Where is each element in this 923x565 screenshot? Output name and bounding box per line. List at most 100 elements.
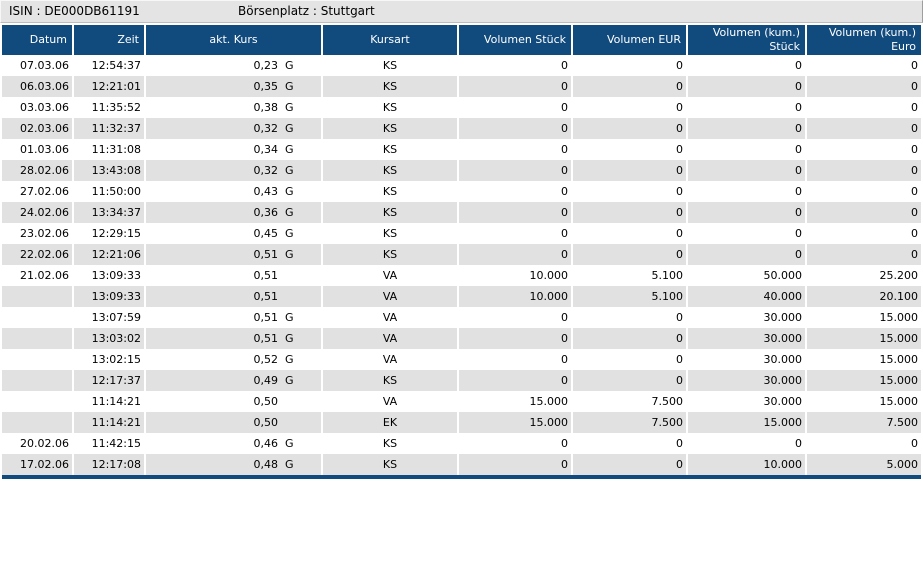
cell-akt-kurs: 0,32 G (146, 160, 321, 181)
cell-volumen-eur: 0 (573, 97, 686, 118)
cell-volumen-eur: 0 (573, 244, 686, 265)
cell-kursart: KS (323, 76, 457, 97)
table-row: 13:03:02 0,51 G VA 0 0 30.000 15.000 (0, 328, 923, 349)
cell-zeit: 12:17:37 (74, 370, 144, 391)
table-row: 17.02.06 12:17:08 0,48 G KS 0 0 10.000 5.… (0, 454, 923, 475)
cell-akt-kurs: 0,51 (146, 286, 321, 307)
cell-datum: 23.02.06 (2, 223, 72, 244)
cell-akt-kurs: 0,38 G (146, 97, 321, 118)
cell-volumen-stueck: 0 (459, 244, 571, 265)
column-header-volumen-stueck: Volumen Stück (459, 25, 571, 55)
cell-zeit: 11:31:08 (74, 139, 144, 160)
cell-datum: 24.02.06 (2, 202, 72, 223)
cell-akt-kurs: 0,23 G (146, 55, 321, 76)
cell-akt-kurs: 0,46 G (146, 433, 321, 454)
table-body: 07.03.06 12:54:37 0,23 G KS 0 0 0 0 06.03… (0, 55, 923, 475)
cell-kursart: VA (323, 286, 457, 307)
cell-zeit: 13:09:33 (74, 286, 144, 307)
cell-datum (2, 412, 72, 433)
cell-zeit: 11:32:37 (74, 118, 144, 139)
cell-kursart: KS (323, 244, 457, 265)
cell-kursart: KS (323, 454, 457, 475)
cell-kursart: KS (323, 160, 457, 181)
cell-akt-kurs: 0,45 G (146, 223, 321, 244)
cell-volumen-kum-stueck: 0 (688, 244, 805, 265)
cell-volumen-eur: 0 (573, 223, 686, 244)
cell-volumen-stueck: 0 (459, 160, 571, 181)
cell-datum: 27.02.06 (2, 181, 72, 202)
cell-volumen-kum-euro: 0 (807, 223, 921, 244)
cell-volumen-eur: 7.500 (573, 391, 686, 412)
cell-zeit: 11:50:00 (74, 181, 144, 202)
cell-datum (2, 349, 72, 370)
cell-volumen-kum-stueck: 0 (688, 433, 805, 454)
cell-zeit: 12:21:01 (74, 76, 144, 97)
cell-volumen-kum-stueck: 0 (688, 139, 805, 160)
cell-volumen-kum-euro: 25.200 (807, 265, 921, 286)
cell-datum: 02.03.06 (2, 118, 72, 139)
column-header-volumen-kum-euro: Volumen (kum.) Euro (807, 25, 921, 55)
cell-volumen-eur: 0 (573, 55, 686, 76)
cell-volumen-eur: 0 (573, 433, 686, 454)
cell-volumen-kum-stueck: 0 (688, 76, 805, 97)
cell-volumen-stueck: 10.000 (459, 265, 571, 286)
cell-volumen-stueck: 0 (459, 55, 571, 76)
cell-volumen-stueck: 0 (459, 76, 571, 97)
table-row: 13:09:33 0,51 VA 10.000 5.100 40.000 20.… (0, 286, 923, 307)
cell-volumen-kum-euro: 15.000 (807, 349, 921, 370)
cell-zeit: 11:14:21 (74, 412, 144, 433)
cell-volumen-stueck: 0 (459, 349, 571, 370)
info-bar: ISIN : DE000DB61191 Börsenplatz : Stuttg… (0, 0, 923, 23)
table-row: 12:17:37 0,49 G KS 0 0 30.000 15.000 (0, 370, 923, 391)
cell-volumen-stueck: 0 (459, 328, 571, 349)
cell-volumen-kum-stueck: 30.000 (688, 391, 805, 412)
cell-zeit: 11:35:52 (74, 97, 144, 118)
column-header-kursart: Kursart (323, 25, 457, 55)
cell-datum: 20.02.06 (2, 433, 72, 454)
cell-volumen-eur: 0 (573, 454, 686, 475)
cell-volumen-stueck: 15.000 (459, 412, 571, 433)
cell-volumen-eur: 5.100 (573, 286, 686, 307)
cell-volumen-stueck: 15.000 (459, 391, 571, 412)
table-row: 07.03.06 12:54:37 0,23 G KS 0 0 0 0 (0, 55, 923, 76)
cell-volumen-kum-euro: 7.500 (807, 412, 921, 433)
table-row: 22.02.06 12:21:06 0,51 G KS 0 0 0 0 (0, 244, 923, 265)
cell-datum: 17.02.06 (2, 454, 72, 475)
cell-volumen-kum-euro: 0 (807, 97, 921, 118)
cell-kursart: KS (323, 223, 457, 244)
isin-label: ISIN : DE000DB61191 (9, 4, 140, 18)
table-row: 13:07:59 0,51 G VA 0 0 30.000 15.000 (0, 307, 923, 328)
cell-volumen-kum-euro: 20.100 (807, 286, 921, 307)
cell-volumen-stueck: 0 (459, 139, 571, 160)
cell-akt-kurs: 0,50 (146, 391, 321, 412)
cell-datum: 28.02.06 (2, 160, 72, 181)
cell-volumen-stueck: 0 (459, 370, 571, 391)
cell-zeit: 11:42:15 (74, 433, 144, 454)
cell-kursart: KS (323, 202, 457, 223)
table-row: 24.02.06 13:34:37 0,36 G KS 0 0 0 0 (0, 202, 923, 223)
cell-zeit: 12:54:37 (74, 55, 144, 76)
column-header-volumen-kum-stueck: Volumen (kum.) Stück (688, 25, 805, 55)
cell-zeit: 13:07:59 (74, 307, 144, 328)
table-header: Datum Zeit akt. Kurs Kursart Volumen Stü… (0, 25, 923, 55)
cell-volumen-eur: 0 (573, 370, 686, 391)
table-row: 03.03.06 11:35:52 0,38 G KS 0 0 0 0 (0, 97, 923, 118)
cell-kursart: KS (323, 97, 457, 118)
column-header-akt-kurs: akt. Kurs (146, 25, 321, 55)
cell-datum (2, 328, 72, 349)
cell-akt-kurs: 0,32 G (146, 118, 321, 139)
cell-volumen-kum-stueck: 0 (688, 97, 805, 118)
column-header-volumen-eur: Volumen EUR (573, 25, 686, 55)
cell-volumen-kum-stueck: 50.000 (688, 265, 805, 286)
cell-datum: 21.02.06 (2, 265, 72, 286)
table-row: 20.02.06 11:42:15 0,46 G KS 0 0 0 0 (0, 433, 923, 454)
column-header-datum: Datum (2, 25, 72, 55)
cell-kursart: KS (323, 55, 457, 76)
cell-volumen-kum-stueck: 0 (688, 160, 805, 181)
cell-volumen-stueck: 0 (459, 433, 571, 454)
cell-akt-kurs: 0,52 G (146, 349, 321, 370)
cell-volumen-kum-euro: 15.000 (807, 328, 921, 349)
cell-volumen-stueck: 0 (459, 118, 571, 139)
cell-datum: 07.03.06 (2, 55, 72, 76)
cell-volumen-kum-euro: 5.000 (807, 454, 921, 475)
